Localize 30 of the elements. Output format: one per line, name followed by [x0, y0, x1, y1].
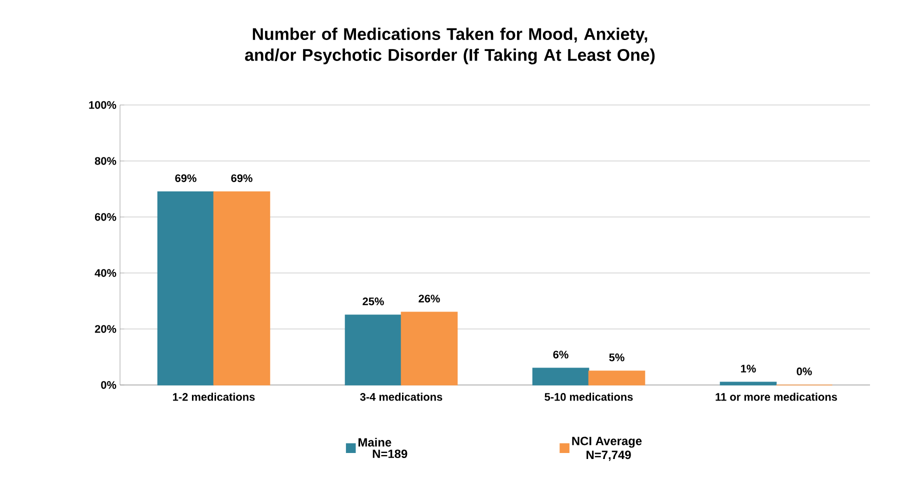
- legend-label: NCI Average: [572, 436, 642, 448]
- legend-label: Maine: [358, 438, 392, 447]
- bar: [213, 191, 270, 386]
- x-tick-label: 3-4 medications: [360, 392, 442, 401]
- y-tick-label: 80%: [94, 157, 116, 165]
- x-tick-label: 1-2 medications: [173, 392, 255, 401]
- x-tick-label: 11 or more medications: [716, 392, 838, 401]
- y-tick-label: 0%: [101, 381, 116, 389]
- data-label: 0%: [796, 368, 812, 376]
- data-label: 6%: [553, 350, 568, 358]
- y-tick-label: 100%: [89, 101, 116, 109]
- y-tick-label: 20%: [94, 325, 116, 333]
- bar: [400, 312, 458, 386]
- y-tick-label: 60%: [94, 213, 116, 221]
- text: N=7,749: [586, 450, 631, 461]
- data-label: 5%: [609, 354, 624, 362]
- bar: [720, 382, 777, 386]
- bar: [344, 314, 402, 386]
- data-label: 1%: [741, 364, 756, 372]
- bar: [588, 370, 646, 386]
- x-tick-label: 5-10 medications: [544, 392, 633, 401]
- y-tick-label: 40%: [94, 269, 116, 277]
- data-label: 69%: [175, 174, 196, 182]
- text: N=189: [372, 450, 408, 458]
- data-label: 25%: [362, 298, 384, 306]
- bar: [532, 368, 590, 386]
- data-label: 69%: [231, 174, 252, 182]
- data-label: 26%: [418, 294, 440, 302]
- bar: [157, 191, 214, 386]
- chart-title: Number of Medications Taken for Mood, Anxiety, and/or Psychotic Disorder (If Taking At Least One): [245, 28, 655, 64]
